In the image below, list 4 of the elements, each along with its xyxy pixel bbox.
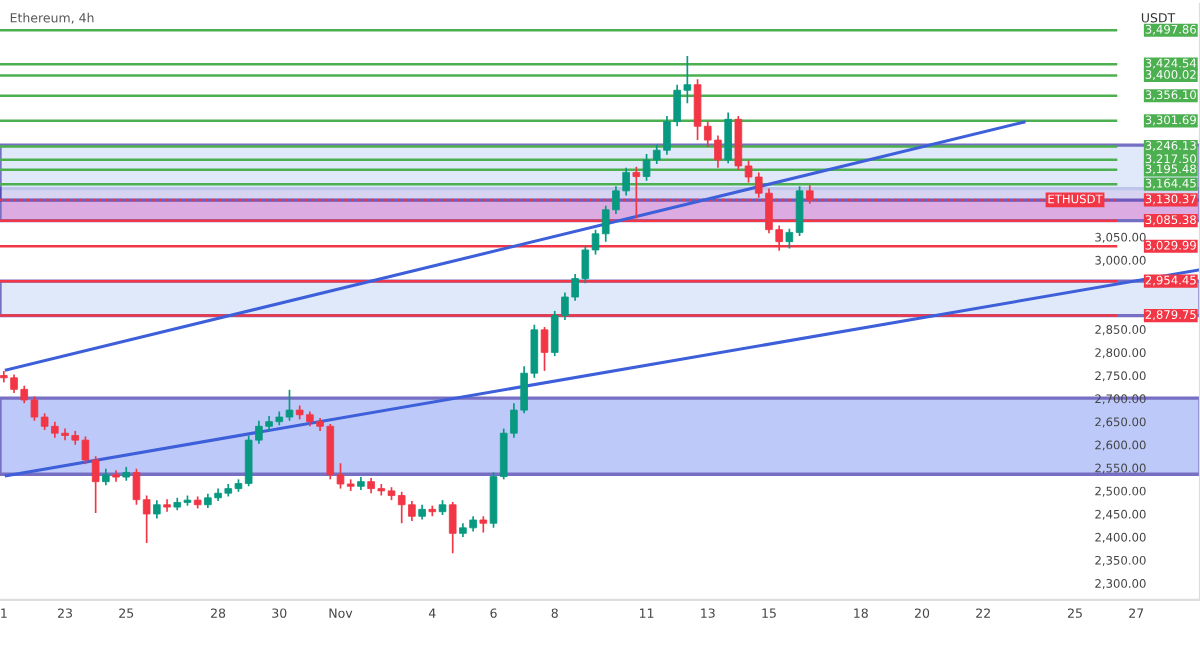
candlestick (153, 499, 161, 520)
candlestick (448, 501, 457, 555)
candlestick (724, 111, 732, 164)
candlestick (540, 326, 549, 372)
